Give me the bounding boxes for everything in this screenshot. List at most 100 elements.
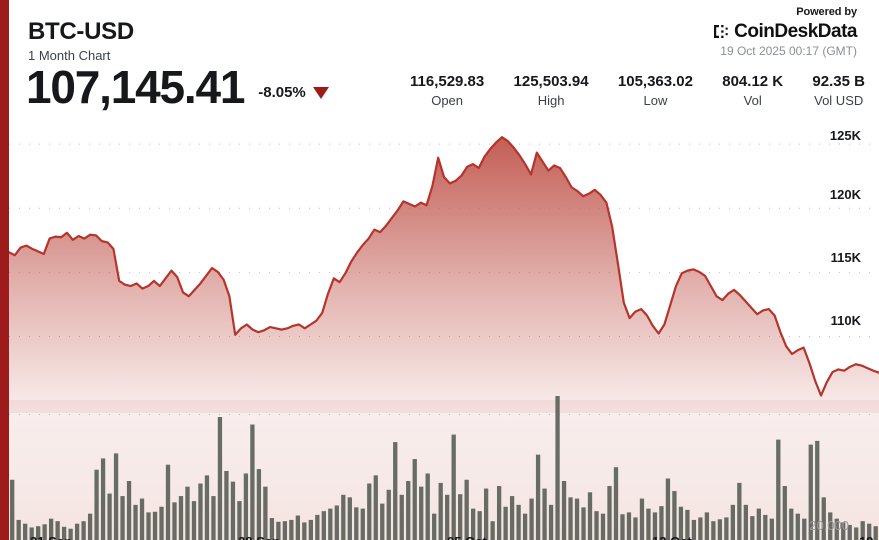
chart-range-subtitle: 1 Month Chart [28,48,111,63]
volume-bar [763,514,768,540]
volume-bar [386,489,391,540]
volume-bar [328,508,333,540]
current-price: 107,145.41 [26,61,245,113]
volume-bar [691,519,697,540]
volume-bar [126,481,132,540]
volume-bar [711,521,716,540]
volume-bar [828,512,833,540]
volume-bar [107,493,112,540]
volume-bar [393,442,398,540]
coindesk-logo-icon [714,25,728,39]
volume-bar [289,519,294,540]
volume-bar [120,496,125,540]
volume-bar [717,519,723,540]
volume-bar [613,467,619,540]
stat-value: 105,363.02 [617,73,693,90]
y-axis-label-120k: 120K [829,187,861,202]
price-row: 107,145.41 -8.05% [26,61,329,113]
symbol-block: BTC-USD 1 Month Chart [28,18,134,63]
volume-bar [873,526,878,540]
volume-bar [308,519,313,540]
volume-bar [191,501,197,540]
volume-bar [16,519,21,540]
left-accent-strip [0,0,9,540]
volume-bar [211,496,216,540]
stat-open: 116,529.83 Open [410,73,484,108]
volume-bar [217,417,223,540]
stat-value: 804.12 K [722,73,784,90]
volume-bar [561,481,567,540]
x-axis-label-05-oct: 05 Oct [447,535,487,540]
volume-bar [795,513,800,540]
stat-label: Vol USD [814,92,864,108]
volume-bar [750,516,755,540]
volume-bar [445,494,450,540]
provider-name: CoinDeskData [734,21,857,43]
volume-bar [678,506,684,540]
volume-bar [133,504,138,540]
volume-bar [529,498,534,540]
volume-bar [269,518,275,540]
volume-bar [341,494,346,540]
volume-bar [503,506,508,540]
x-axis-label-28-sep: 28 Sep [238,535,280,540]
provider-row: CoinDeskData [713,22,857,41]
volume-bar [860,521,865,540]
volume-bar [87,513,93,540]
volume-bar [10,479,15,540]
volume-bar [633,517,638,540]
volume-bars [10,396,878,540]
volume-bar [100,458,106,540]
volume-bar [458,494,463,540]
volume-bar [834,518,839,540]
volume-bar [61,526,67,540]
volume-bar [68,528,73,540]
y-axis-label-115k: 115K [830,250,861,265]
volume-bar [652,512,658,540]
volume-bar [334,505,339,540]
volume-bar [522,513,528,540]
volume-bar [354,507,359,540]
price-volume-chart [0,136,879,540]
volume-bar [139,498,145,540]
volume-bar [55,521,60,540]
stat-label: Open [431,92,464,108]
volume-bar [256,469,262,540]
volume-bar [23,523,28,540]
volume-bar [367,483,372,540]
volume-bar [159,506,164,540]
volume-bar [776,439,781,540]
stat-vol: 804.12 K Vol [722,73,784,108]
timestamp: 19 Oct 2025 00:17 (GMT) [720,44,857,59]
y-axis-label-125k: 125K [829,128,861,143]
volume-bar [483,488,489,540]
volume-bar [94,469,99,540]
volume-bar [263,486,268,540]
page-title: BTC-USD [28,18,134,45]
volume-bar [198,483,203,540]
stats-row: 116,529.83 Open 125,503.94 High 105,363.… [410,73,865,108]
stat-label: Vol [743,92,762,108]
volume-bar [509,496,515,540]
volume-bar [867,523,872,540]
volume-bar [425,473,430,540]
volume-bar [178,496,184,540]
volume-bar [854,527,859,540]
x-axis-label-19: 19 [859,535,873,540]
y-axis-label-110k: 110K [830,313,861,328]
volume-bar [587,492,593,540]
volume-bar [230,481,236,540]
volume-bar [373,475,378,540]
volume-bar [42,524,47,540]
volume-bar [802,518,807,540]
volume-bar [808,444,813,540]
volume-bar [847,524,852,540]
volume-bar [471,508,476,540]
volume-bar [29,527,34,540]
volume-bar [685,509,690,540]
volume-bar [841,522,846,540]
volume-bar [672,491,677,540]
volume-bar [769,518,774,540]
volume-bar [464,479,469,540]
